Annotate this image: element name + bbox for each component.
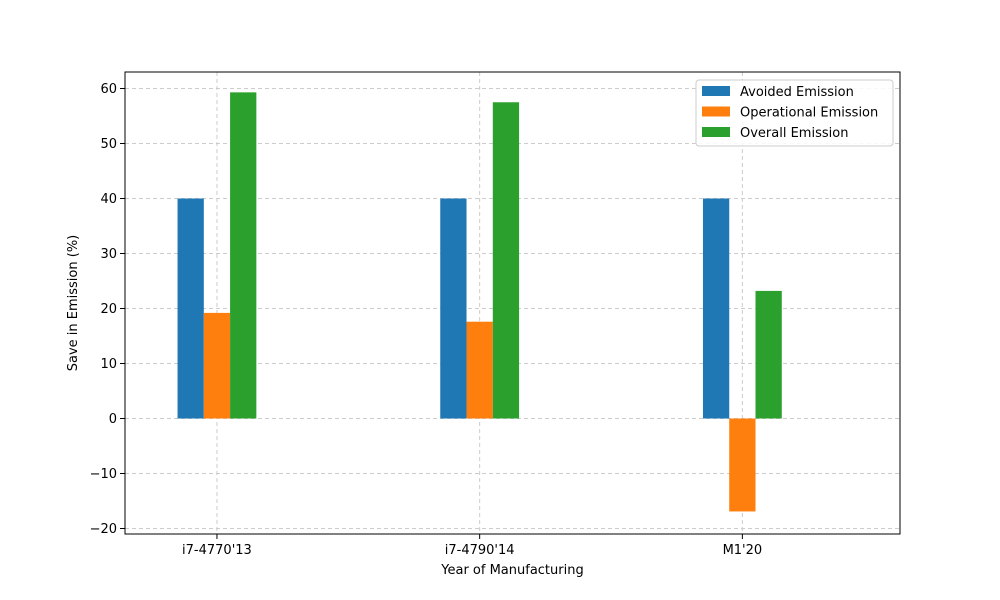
plot-frame	[124, 71, 901, 535]
bar-operational-emission	[729, 418, 756, 512]
y-tick-label: 60	[100, 82, 117, 97]
bar-avoided-emission	[702, 198, 730, 419]
legend-frame	[695, 79, 894, 147]
y-tick-label: 50	[100, 137, 117, 152]
y-tick-label: −20	[90, 522, 117, 537]
y-tick-label: 20	[100, 302, 117, 317]
legend-label: Overall Emission	[740, 126, 848, 141]
y-tick-label: 30	[100, 247, 117, 262]
x-tick-label: M1'20	[723, 543, 763, 558]
bar-overall-emission	[755, 290, 782, 419]
legend: Avoided Emission Operational Emission Over…	[695, 79, 894, 147]
legend-label: Operational Emission	[740, 106, 878, 121]
x-axis-label: Year of Manufacturing	[440, 563, 583, 578]
y-tick-label: −10	[90, 467, 117, 482]
bar-operational-emission	[466, 321, 493, 419]
legend-swatch	[702, 86, 730, 96]
x-tick-label: i7-4790'14	[445, 543, 515, 558]
y-tick-label: 40	[100, 192, 117, 207]
y-tick-label: 10	[100, 357, 117, 372]
y-tick-label: 0	[109, 412, 117, 427]
y-axis-ticks: −20 −10 0 10 20 30 40 50 60	[90, 82, 125, 537]
bar-avoided-emission	[440, 198, 467, 419]
x-tick-label: i7-4770'13	[182, 543, 252, 558]
legend-label: Avoided Emission	[740, 85, 854, 100]
bar-operational-emission	[203, 312, 231, 419]
bar-overall-emission	[230, 92, 257, 419]
bars	[177, 92, 782, 512]
y-axis-label: Save in Emission (%)	[66, 235, 81, 372]
bar-avoided-emission	[177, 198, 204, 419]
x-axis-ticks: i7-4770'13 i7-4790'14 M1'20	[182, 534, 762, 558]
legend-swatch	[702, 127, 730, 137]
legend-swatch	[702, 106, 730, 117]
bar-overall-emission	[492, 102, 520, 419]
